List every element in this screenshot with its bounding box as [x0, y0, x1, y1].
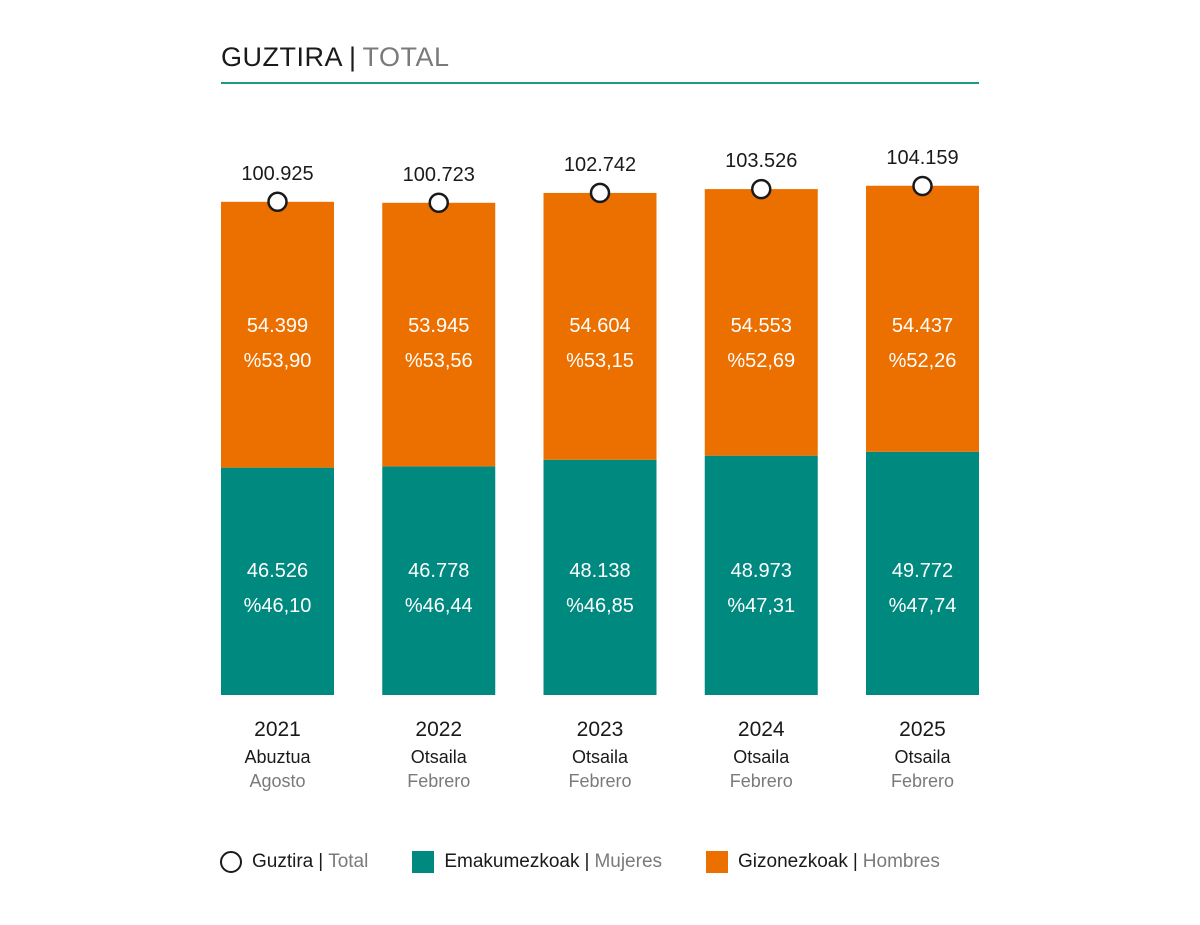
legend-item-total: Guztira | Total	[220, 851, 368, 873]
legend-total-sub: Total	[328, 851, 369, 872]
total-value-label: 102.742	[564, 154, 636, 176]
x-tick-month-eu: Otsaila	[572, 747, 629, 767]
x-tick-month-es: Agosto	[249, 771, 305, 791]
bar-men-2021	[221, 201, 334, 468]
total-marker-2021	[267, 191, 288, 213]
legend-item-women: Emakumezkoak | Mujeres	[412, 851, 662, 873]
x-tick-year: 2022	[415, 718, 462, 741]
x-tick-month-es: Febrero	[407, 771, 470, 791]
legend: Guztira | Total Emakumezkoak | Mujeres Gizon…	[220, 848, 980, 876]
men-value-label: 54.437	[892, 315, 953, 337]
legend-item-men: Gizonezkoak | Hombres	[706, 851, 940, 873]
x-tick-year: 2025	[899, 718, 946, 741]
legend-total-main: Guztira	[252, 851, 314, 872]
legend-men-sub: Hombres	[862, 851, 940, 872]
women-pct-label: %46,44	[405, 595, 473, 617]
x-tick-month-eu: Otsaila	[733, 747, 790, 767]
bar-men-2025	[866, 185, 979, 452]
total-value-label: 103.526	[725, 150, 797, 172]
legend-women-main: Emakumezkoak	[444, 851, 580, 872]
men-value-label: 54.604	[569, 315, 630, 337]
x-tick-year: 2024	[738, 718, 785, 741]
total-value-label: 100.925	[241, 163, 313, 185]
men-pct-label: %52,69	[727, 350, 795, 372]
stacked-bar-chart: 54.399 %53,90 46.526 %46,10 100.925 2021 Abuzt…	[221, 147, 979, 791]
total-circle-icon	[220, 851, 242, 873]
men-pct-label: %53,56	[405, 350, 473, 372]
legend-women-sub: Mujeres	[594, 851, 663, 872]
women-swatch	[412, 851, 435, 873]
legend-total-sep: |	[318, 851, 324, 872]
title-main: GUZTIRA	[221, 42, 343, 72]
chart-title: GUZTIRA | TOTAL	[221, 42, 450, 73]
x-tick-month-es: Febrero	[891, 771, 954, 791]
x-tick-year: 2021	[254, 718, 301, 741]
bar-women-2021	[221, 467, 334, 695]
title-sub: TOTAL	[362, 42, 450, 72]
x-tick-month-eu: Abuztua	[244, 747, 311, 767]
total-marker-2024	[751, 178, 772, 200]
total-marker-2025	[912, 175, 933, 197]
x-tick-year: 2023	[577, 718, 624, 741]
women-pct-label: %46,85	[566, 595, 634, 617]
legend-women-sep: |	[584, 851, 590, 872]
bar-men-2024	[704, 189, 818, 456]
women-value-label: 48.138	[569, 560, 630, 582]
bar-men-2023	[543, 192, 657, 460]
men-value-label: 54.553	[731, 315, 792, 337]
women-value-label: 46.526	[247, 560, 308, 582]
x-tick-month-eu: Otsaila	[411, 747, 468, 767]
x-tick-month-es: Febrero	[568, 771, 631, 791]
x-tick-month-es: Febrero	[730, 771, 793, 791]
total-value-label: 100.723	[403, 164, 475, 186]
men-pct-label: %53,90	[244, 350, 312, 372]
total-marker-2022	[428, 192, 449, 214]
legend-men-sep: |	[852, 851, 858, 872]
bar-women-2025	[866, 451, 979, 695]
legend-men-main: Gizonezkoak	[738, 851, 848, 872]
women-value-label: 48.973	[731, 560, 792, 582]
total-marker-2023	[589, 182, 611, 204]
title-separator: |	[349, 42, 357, 72]
women-pct-label: %47,31	[727, 595, 795, 617]
men-value-label: 54.399	[247, 315, 308, 337]
x-tick-month-eu: Otsaila	[894, 747, 951, 767]
women-value-label: 49.772	[892, 560, 953, 582]
title-rule	[221, 82, 979, 84]
total-value-label: 104.159	[886, 147, 958, 169]
men-pct-label: %53,15	[566, 350, 634, 372]
women-pct-label: %46,10	[244, 595, 312, 617]
bar-women-2024	[704, 455, 818, 695]
bar-men-2022	[382, 202, 496, 467]
men-value-label: 53.945	[408, 315, 469, 337]
men-pct-label: %52,26	[889, 350, 957, 372]
bar-women-2023	[543, 459, 657, 695]
women-value-label: 46.778	[408, 560, 469, 582]
women-pct-label: %47,74	[889, 595, 957, 617]
men-swatch	[706, 851, 729, 873]
bar-women-2022	[382, 466, 496, 695]
